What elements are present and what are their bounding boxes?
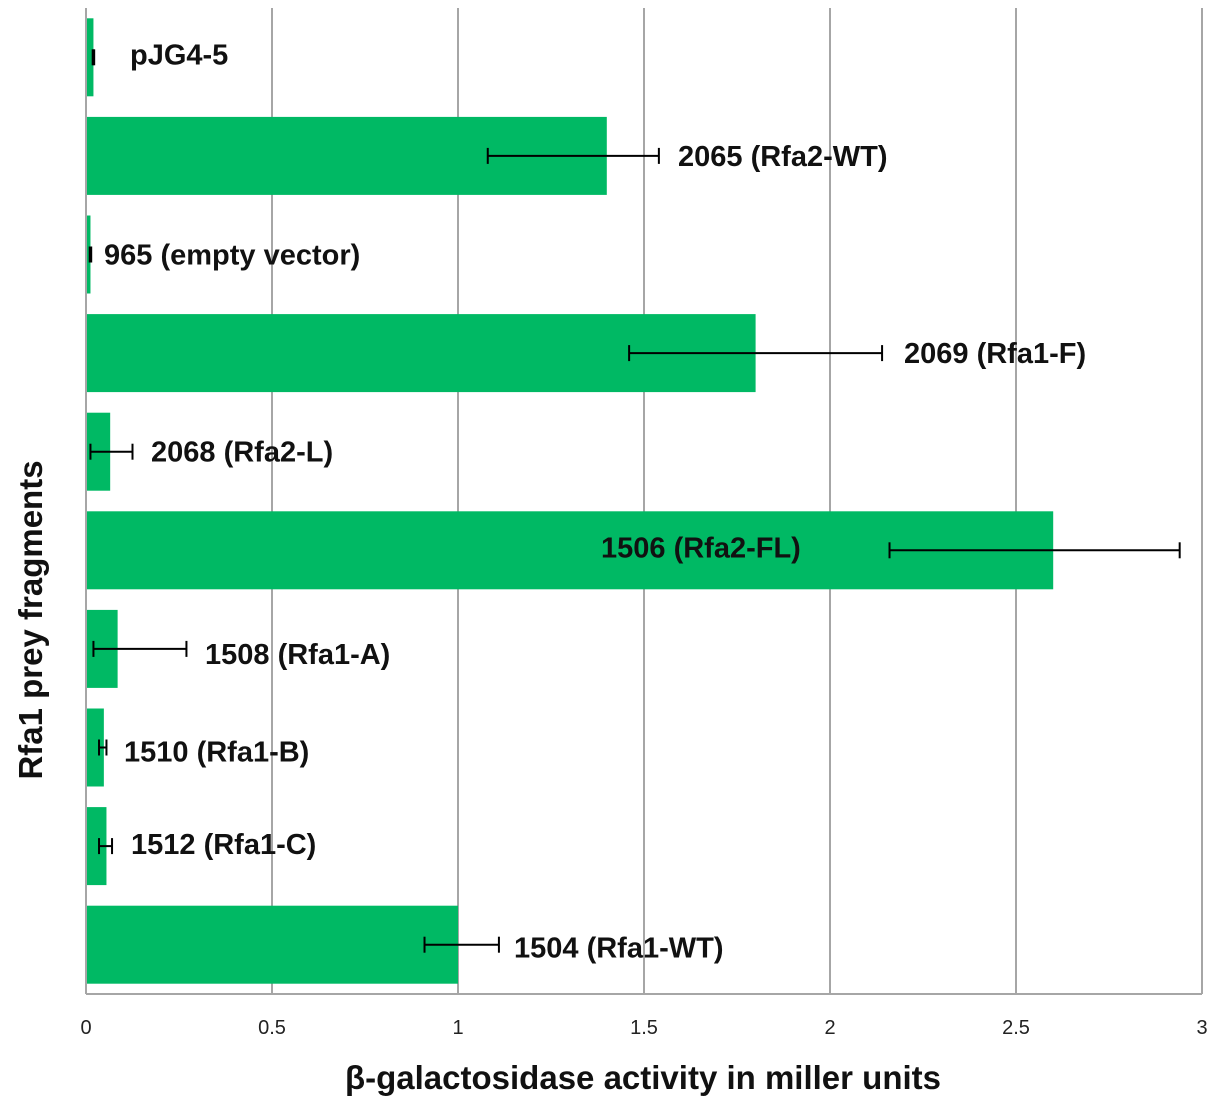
x-tick-label-1: 0.5 [258, 1017, 286, 1039]
bar-7 [86, 708, 104, 787]
bar-label-2: 965 (empty vector) [104, 240, 360, 272]
bar-label-0: pJG4-5 [130, 39, 228, 71]
bar-2 [86, 215, 91, 294]
bar-label-9: 1504 (Rfa1-WT) [514, 933, 724, 965]
error-bar-5 [888, 542, 1181, 559]
bar-label-3: 2069 (Rfa1-F) [904, 338, 1086, 370]
error-bar-9 [423, 936, 500, 953]
x-tick-label-0: 0 [80, 1017, 91, 1039]
x-tick-label-6: 3 [1196, 1017, 1207, 1039]
bar-label-8: 1512 (Rfa1-C) [131, 829, 316, 861]
bar-label-6: 1508 (Rfa1-A) [205, 639, 390, 671]
axes [85, 8, 1202, 995]
x-tick-label-2: 1 [452, 1017, 463, 1039]
y-axis-title: Rfa1 prey fragments [12, 460, 49, 779]
bar-label-1: 2065 (Rfa2-WT) [678, 141, 888, 173]
x-tick-label-5: 2.5 [1002, 1017, 1030, 1039]
error-bar-8 [98, 838, 114, 855]
bar-labels: pJG4-5 2065 (Rfa2-WT) 965 (empty vector) 20… [104, 39, 1086, 964]
error-bar-4 [89, 443, 134, 460]
bar-label-4: 2068 (Rfa2-L) [151, 437, 333, 469]
bar-label-5: 1506 (Rfa2-FL) [601, 532, 801, 564]
bar-8 [86, 807, 107, 886]
error-bar-0 [91, 49, 96, 66]
x-tick-labels: 0 0.5 1 1.5 2 2.5 3 [80, 1017, 1207, 1039]
x-tick-label-4: 2 [824, 1017, 835, 1039]
x-tick-label-3: 1.5 [630, 1017, 658, 1039]
error-bar-7 [98, 739, 108, 756]
bar-label-7: 1510 (Rfa1-B) [124, 737, 309, 769]
error-bar-3 [628, 345, 884, 362]
bar-9 [86, 905, 458, 984]
error-bar-6 [92, 640, 188, 657]
error-bars [88, 49, 1181, 953]
error-bar-1 [486, 147, 660, 164]
error-bar-2 [88, 246, 93, 263]
bar-0 [86, 18, 94, 97]
x-axis-title: β-galactosidase activity in miller units [345, 1059, 941, 1096]
